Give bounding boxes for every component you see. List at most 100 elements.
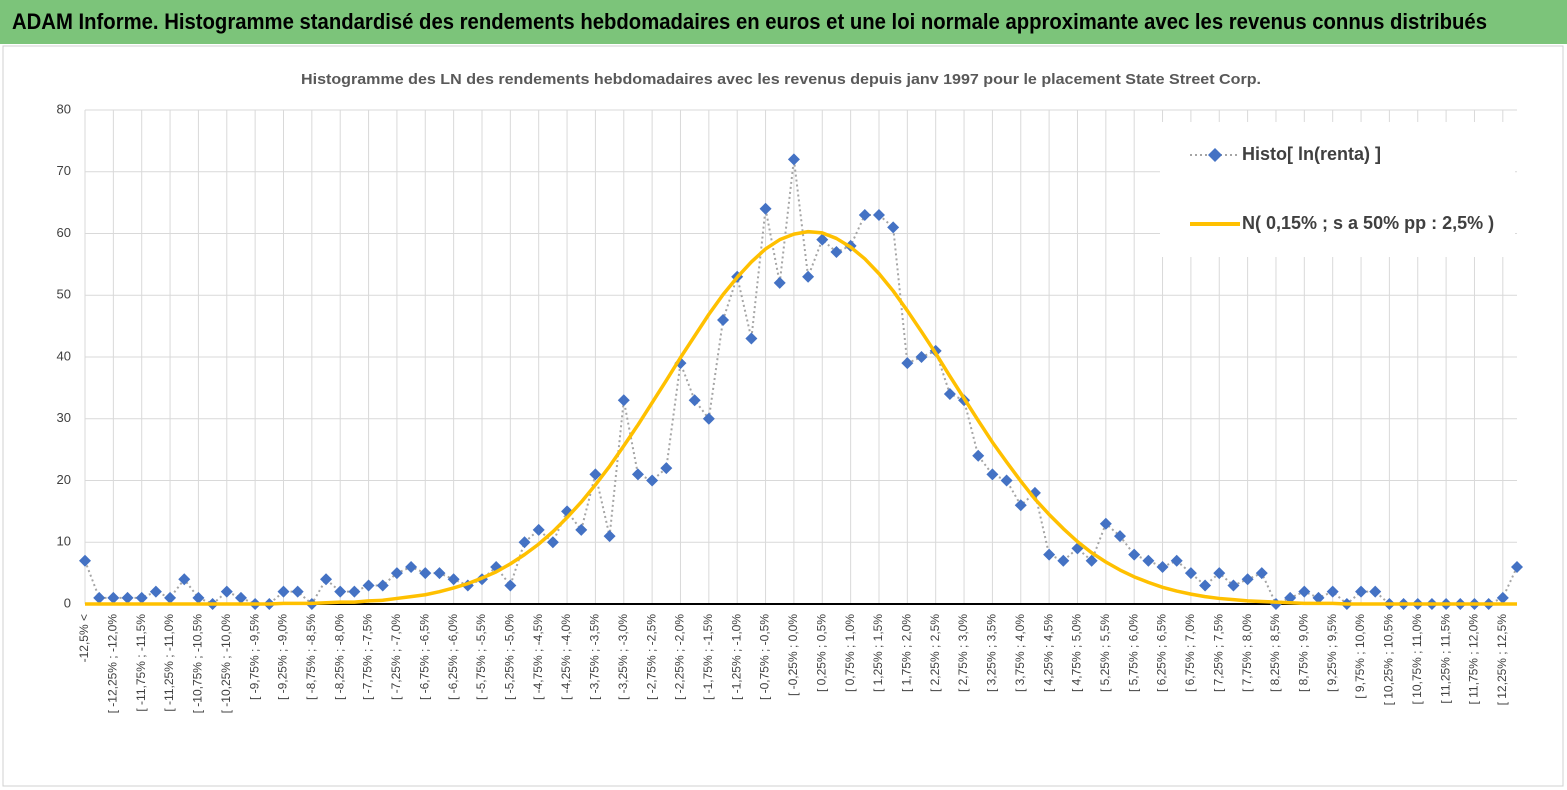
x-tick-label: [ 11,75% ; 12,0% bbox=[1467, 614, 1481, 705]
data-point bbox=[858, 208, 871, 221]
data-point bbox=[1043, 548, 1056, 561]
x-tick-label: [ 4,75% ; 5,0% bbox=[1070, 614, 1084, 692]
x-tick-label: [ -4,25% ; -4,0% bbox=[559, 614, 573, 700]
data-point bbox=[688, 394, 701, 407]
data-point bbox=[972, 449, 985, 462]
x-tick-label: [ 12,25% ; 12,5% bbox=[1495, 614, 1509, 706]
data-point bbox=[1128, 548, 1141, 561]
series-line bbox=[85, 229, 1517, 606]
y-tick-label: 50 bbox=[57, 287, 71, 302]
data-point bbox=[546, 536, 559, 549]
chart-title: Histogramme des LN des rendements hebdom… bbox=[301, 71, 1261, 88]
x-tick-label: [ 3,75% ; 4,0% bbox=[1013, 614, 1027, 692]
data-point bbox=[631, 468, 644, 481]
x-tick-label: [ 5,25% ; 5,5% bbox=[1098, 614, 1112, 692]
x-tick-label: [ -2,75% ; -2,5% bbox=[644, 614, 658, 700]
data-point bbox=[419, 567, 432, 580]
data-point bbox=[1000, 474, 1013, 487]
x-tick-label: [ 3,25% ; 3,5% bbox=[985, 614, 999, 692]
legend-label: N( 0,15% ; s a 50% pp : 2,5% ) bbox=[1242, 213, 1494, 233]
x-tick-label: [ -9,75% ; -9,5% bbox=[247, 614, 261, 700]
x-tick-label: [ -0,75% ; -0,5% bbox=[758, 614, 772, 700]
data-point bbox=[405, 560, 418, 573]
x-tick-label: [ 0,25% ; 0,5% bbox=[814, 614, 828, 692]
data-point bbox=[504, 579, 517, 592]
x-tick-label: [ -3,25% ; -3,0% bbox=[616, 614, 630, 700]
x-tick-label: [ 7,75% ; 8,0% bbox=[1240, 614, 1254, 692]
data-point bbox=[164, 591, 177, 604]
chart: Histogramme des LN des rendements hebdom… bbox=[301, 71, 1261, 88]
x-tick-label: [ -6,25% ; -6,0% bbox=[446, 614, 460, 700]
data-point bbox=[773, 276, 786, 289]
data-point bbox=[589, 468, 602, 481]
data-point bbox=[1227, 579, 1240, 592]
y-tick-label: 60 bbox=[57, 225, 71, 240]
x-tick-label: [ -11,25% ; -11,0% bbox=[162, 614, 176, 712]
data-point bbox=[277, 585, 290, 598]
data-point bbox=[575, 523, 588, 536]
x-tick-label: [ 6,75% ; 7,0% bbox=[1183, 614, 1197, 692]
x-tick-label: [ 7,25% ; 7,5% bbox=[1211, 614, 1225, 692]
data-point bbox=[121, 591, 134, 604]
data-point bbox=[1298, 585, 1311, 598]
x-tick-label: [ 1,75% ; 2,0% bbox=[900, 614, 914, 692]
x-tick-label: [ -6,75% ; -6,5% bbox=[417, 614, 431, 700]
data-point bbox=[532, 523, 545, 536]
data-point bbox=[192, 591, 205, 604]
data-point bbox=[1156, 560, 1169, 573]
x-tick-label: [ 10,25% ; 10,5% bbox=[1382, 614, 1396, 706]
x-tick-label: [ 0,75% ; 1,0% bbox=[843, 614, 857, 692]
data-point bbox=[943, 388, 956, 401]
data-point bbox=[617, 394, 630, 407]
data-point bbox=[1326, 585, 1339, 598]
data-point bbox=[390, 567, 403, 580]
x-tick-label: [ -10,75% ; -10,5% bbox=[191, 614, 205, 714]
data-point bbox=[915, 351, 928, 363]
y-tick-label: 40 bbox=[57, 348, 71, 363]
data-point bbox=[79, 554, 91, 567]
x-tick-label: [ -1,75% ; -1,5% bbox=[701, 614, 715, 700]
x-tick-label: -12,5% < bbox=[77, 614, 91, 662]
data-point bbox=[787, 153, 800, 166]
data-point bbox=[1496, 591, 1509, 604]
data-point bbox=[872, 208, 885, 221]
x-tick-label: [ -5,25% ; -5,0% bbox=[503, 614, 517, 700]
x-tick-label: [ -8,25% ; -8,0% bbox=[332, 614, 346, 700]
data-point bbox=[759, 202, 772, 215]
data-point bbox=[1170, 554, 1183, 567]
x-tick-label: [ 8,75% ; 9,0% bbox=[1296, 614, 1310, 692]
data-point bbox=[646, 474, 659, 487]
data-point bbox=[178, 573, 191, 586]
data-point bbox=[816, 233, 829, 246]
data-point bbox=[1142, 554, 1155, 567]
legend-marker bbox=[1208, 148, 1222, 162]
data-point bbox=[107, 591, 120, 604]
x-tick-label: [ 2,75% ; 3,0% bbox=[956, 614, 970, 692]
data-point bbox=[1199, 579, 1212, 592]
x-tick-label: [ -8,75% ; -8,5% bbox=[304, 614, 318, 700]
data-point bbox=[887, 221, 900, 234]
data-point bbox=[234, 591, 247, 604]
banner-title: ADAM Informe. Histogramme standardisé de… bbox=[12, 9, 1487, 34]
x-tick-label: [ -7,75% ; -7,5% bbox=[361, 614, 375, 700]
x-tick-label: [ 2,25% ; 2,5% bbox=[928, 614, 942, 692]
data-point bbox=[986, 468, 999, 481]
chart-border bbox=[2, 45, 1564, 787]
x-tick-label: [ 9,75% ; 10,0% bbox=[1353, 614, 1367, 699]
data-point bbox=[802, 270, 815, 283]
data-point bbox=[1184, 567, 1197, 580]
data-point bbox=[447, 573, 460, 586]
x-tick-label: [ 9,25% ; 9,5% bbox=[1325, 614, 1339, 692]
x-tick-label: [ -4,75% ; -4,5% bbox=[531, 614, 545, 700]
banner bbox=[0, 0, 1567, 44]
x-tick-label: [ 5,75% ; 6,0% bbox=[1126, 614, 1140, 692]
data-point bbox=[93, 591, 106, 604]
data-point bbox=[320, 573, 333, 586]
x-tick-label: [ -7,25% ; -7,0% bbox=[389, 614, 403, 700]
x-tick-label: [ -12,25% ; -12,0% bbox=[106, 614, 120, 714]
x-tick-label: [ 6,25% ; 6,5% bbox=[1155, 614, 1169, 692]
data-point bbox=[433, 567, 446, 580]
y-tick-label: 20 bbox=[57, 472, 71, 487]
x-tick-label: [ 10,75% ; 11,0% bbox=[1410, 614, 1424, 705]
y-tick-label: 30 bbox=[57, 410, 71, 425]
